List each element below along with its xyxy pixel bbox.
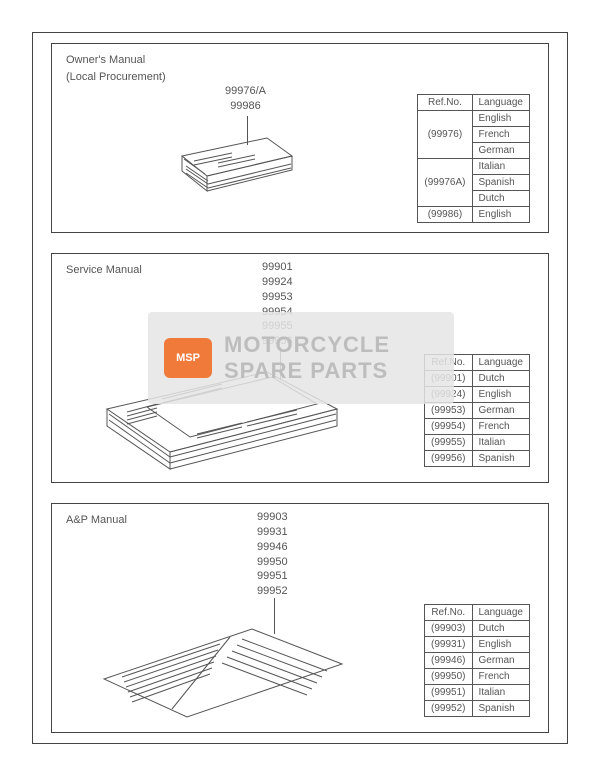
cell-ref: (99931) bbox=[425, 637, 472, 653]
cell-lang: Dutch bbox=[472, 371, 530, 387]
cell-lang: English bbox=[472, 111, 530, 127]
cell-lang: Spanish bbox=[472, 451, 530, 467]
panel-title-ap: A&P Manual bbox=[66, 512, 127, 529]
cell-lang: Italian bbox=[472, 435, 530, 451]
cell-ref: (99976A) bbox=[418, 159, 472, 207]
cell-ref: (99901) bbox=[425, 371, 472, 387]
table-ap: Ref.No. Language (99903)Dutch (99931)Eng… bbox=[424, 604, 530, 717]
code: 99903 bbox=[257, 510, 288, 525]
th-ref: Ref.No. bbox=[425, 605, 472, 621]
cell-lang: French bbox=[472, 669, 530, 685]
code: 99946 bbox=[257, 540, 288, 555]
panel-title-service: Service Manual bbox=[66, 262, 142, 279]
table-owners: Ref.No. Language (99976)English French G… bbox=[417, 94, 530, 223]
code: 99901 bbox=[262, 260, 293, 275]
cell-ref: (99950) bbox=[425, 669, 472, 685]
ap-manual-icon bbox=[92, 609, 352, 729]
cell-lang: Spanish bbox=[472, 175, 530, 191]
code: 99953 bbox=[262, 290, 293, 305]
cell-lang: Italian bbox=[472, 685, 530, 701]
service-manual-icon bbox=[92, 354, 352, 484]
panel-title-owners: Owner's Manual (Local Procurement) bbox=[66, 52, 166, 85]
th-ref: Ref.No. bbox=[418, 95, 472, 111]
cell-lang: French bbox=[472, 127, 530, 143]
outer-frame: Owner's Manual (Local Procurement) 99976… bbox=[32, 32, 568, 744]
cell-lang: Italian bbox=[472, 159, 530, 175]
code: 99952 bbox=[257, 584, 288, 599]
cell-ref: (99956) bbox=[425, 451, 472, 467]
codes-service: 99901 99924 99953 99954 99955 99956 bbox=[262, 260, 293, 349]
cell-ref: (99954) bbox=[425, 419, 472, 435]
cell-ref: (99976) bbox=[418, 111, 472, 159]
code: 99931 bbox=[257, 525, 288, 540]
cell-lang: Dutch bbox=[472, 191, 530, 207]
codes-owners: 99976/A 99986 bbox=[225, 84, 266, 114]
cell-lang: German bbox=[472, 403, 530, 419]
code: 99951 bbox=[257, 569, 288, 584]
code: 99955 bbox=[262, 319, 293, 334]
th-lang: Language bbox=[472, 95, 530, 111]
th-lang: Language bbox=[472, 605, 530, 621]
cell-lang: German bbox=[472, 143, 530, 159]
code: 99950 bbox=[257, 555, 288, 570]
cell-ref: (99955) bbox=[425, 435, 472, 451]
cell-lang: German bbox=[472, 653, 530, 669]
owners-manual-icon bbox=[172, 126, 302, 206]
code: 99986 bbox=[225, 99, 266, 114]
cell-ref: (99951) bbox=[425, 685, 472, 701]
cell-ref: (99903) bbox=[425, 621, 472, 637]
cell-lang: English bbox=[472, 387, 530, 403]
th-ref: Ref.No. bbox=[425, 355, 472, 371]
code: 99954 bbox=[262, 305, 293, 320]
code: 99924 bbox=[262, 275, 293, 290]
cell-lang: English bbox=[472, 637, 530, 653]
cell-lang: French bbox=[472, 419, 530, 435]
panel-owners: Owner's Manual (Local Procurement) 99976… bbox=[51, 43, 549, 233]
cell-lang: English bbox=[472, 207, 530, 223]
cell-ref: (99986) bbox=[418, 207, 472, 223]
cell-ref: (99953) bbox=[425, 403, 472, 419]
cell-ref: (99952) bbox=[425, 701, 472, 717]
cell-lang: Spanish bbox=[472, 701, 530, 717]
cell-ref: (99924) bbox=[425, 387, 472, 403]
code: 99976/A bbox=[225, 84, 266, 99]
table-service: Ref.No. Language (99901)Dutch (99924)Eng… bbox=[424, 354, 530, 467]
th-lang: Language bbox=[472, 355, 530, 371]
panel-service: Service Manual 99901 99924 99953 99954 9… bbox=[51, 253, 549, 483]
codes-ap: 99903 99931 99946 99950 99951 99952 bbox=[257, 510, 288, 599]
cell-ref: (99946) bbox=[425, 653, 472, 669]
panel-ap: A&P Manual 99903 99931 99946 99950 99951… bbox=[51, 503, 549, 733]
code: 99956 bbox=[262, 334, 293, 349]
cell-lang: Dutch bbox=[472, 621, 530, 637]
